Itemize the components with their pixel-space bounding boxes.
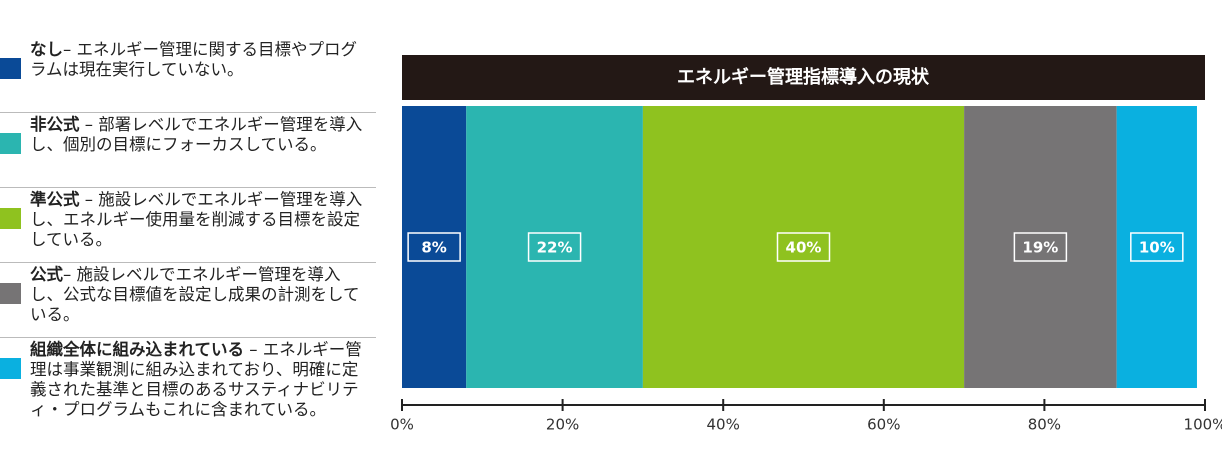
x-tick-label: 20%	[546, 416, 579, 434]
chart-title: エネルギー管理指標導入の現状	[677, 66, 930, 88]
legend-text: 公式– 施設レベルでエネルギー管理を導入し、公式な目標値を設定し成果の計測をして…	[30, 265, 370, 325]
legend-description: – 施設レベルでエネルギー管理を導入し、公式な目標値を設定し成果の計測をしている…	[30, 265, 360, 324]
value-label: 8%	[421, 239, 446, 257]
bar-segment	[1116, 106, 1197, 388]
bar-segment	[642, 106, 965, 388]
legend-name: 準公式	[30, 190, 80, 209]
legend-description: – 施設レベルでエネルギー管理を導入し、エネルギー使用量を削減する目標を設定して…	[30, 190, 363, 249]
value-label-box	[407, 232, 461, 262]
x-tick-label: 100%	[1184, 416, 1222, 434]
legend-text: 組織全体に組み込まれている – エネルギー管理は事業観測に組み込まれており、明確…	[30, 340, 370, 420]
legend-entry: 公式– 施設レベルでエネルギー管理を導入し、公式な目標値を設定し成果の計測をして…	[0, 263, 376, 338]
value-label-box	[527, 232, 582, 262]
legend-swatch	[0, 283, 21, 304]
legend-entry: なし– エネルギー管理に関する目標やプログラムは現在実行していない。	[0, 38, 376, 113]
value-label-box	[1130, 232, 1184, 262]
x-tick-label: 60%	[867, 416, 900, 434]
title-bar	[402, 55, 1205, 100]
bar-segment	[964, 106, 1117, 388]
value-label: 22%	[537, 239, 573, 257]
legend-text: なし– エネルギー管理に関する目標やプログラムは現在実行していない。	[30, 40, 370, 80]
bar-segment	[402, 106, 467, 388]
legend-entry: 非公式 – 部署レベルでエネルギー管理を導入し、個別の目標にフォーカスしている。	[0, 113, 376, 188]
value-label-box	[1013, 232, 1068, 262]
value-label: 10%	[1139, 239, 1175, 257]
legend-swatch	[0, 358, 21, 379]
legend-entry: 組織全体に組み込まれている – エネルギー管理は事業観測に組み込まれており、明確…	[0, 338, 376, 419]
legend-description: – エネルギー管理は事業観測に組み込まれており、明確に定義された基準と目標のある…	[30, 340, 362, 419]
value-label-box	[776, 232, 831, 262]
legend-swatch	[0, 133, 21, 154]
legend-entry: 準公式 – 施設レベルでエネルギー管理を導入し、エネルギー使用量を削減する目標を…	[0, 188, 376, 263]
legend-description: – エネルギー管理に関する目標やプログラムは現在実行していない。	[30, 40, 357, 79]
legend-name: 非公式	[30, 115, 80, 134]
legend-text: 非公式 – 部署レベルでエネルギー管理を導入し、個別の目標にフォーカスしている。	[30, 115, 370, 155]
legend-name: なし	[30, 40, 63, 59]
x-tick-label: 80%	[1028, 416, 1061, 434]
value-label: 19%	[1022, 239, 1058, 257]
legend: なし– エネルギー管理に関する目標やプログラムは現在実行していない。 非公式 – …	[0, 38, 376, 419]
legend-name: 組織全体に組み込まれている	[30, 340, 245, 359]
legend-description: – 部署レベルでエネルギー管理を導入し、個別の目標にフォーカスしている。	[30, 115, 363, 154]
value-label: 40%	[786, 239, 822, 257]
x-tick-label: 40%	[707, 416, 740, 434]
legend-swatch	[0, 208, 21, 229]
bar-segment	[466, 106, 643, 388]
x-tick-label: 0%	[390, 416, 414, 434]
legend-swatch	[0, 58, 21, 79]
legend-text: 準公式 – 施設レベルでエネルギー管理を導入し、エネルギー使用量を削減する目標を…	[30, 190, 370, 250]
legend-name: 公式	[30, 265, 63, 284]
